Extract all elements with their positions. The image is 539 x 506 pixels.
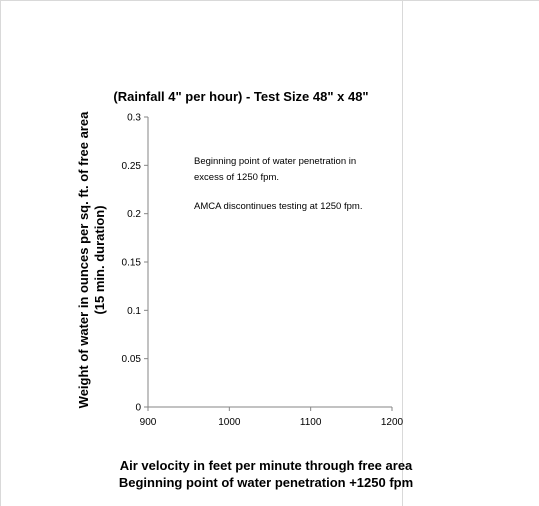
y-tick-label: 0.25 (122, 161, 142, 172)
annotation-line-2: excess of 1250 fpm. (194, 172, 279, 183)
x-tick-label: 900 (140, 417, 157, 428)
x-tick-label: 1200 (381, 417, 404, 428)
annotation: Beginning point of water penetration in … (194, 156, 362, 212)
y-tick-label: 0.1 (127, 306, 141, 317)
x-axis-title-line-2: Beginning point of water penetration +12… (119, 475, 413, 490)
y-tick-label: 0.2 (127, 209, 141, 220)
y-axis-title-line-2: (15 min. duration) (92, 205, 107, 314)
y-tick-label: 0.05 (122, 354, 142, 365)
x-axis-ticks: 900 1000 1100 1200 (140, 407, 404, 428)
y-tick-label: 0 (135, 403, 141, 414)
frame-border-top (0, 0, 539, 1)
annotation-line-3: AMCA discontinues testing at 1250 fpm. (194, 201, 362, 212)
frame-border-right (402, 0, 403, 506)
y-axis-title: Weight of water in ounces per sq. ft. of… (76, 111, 107, 408)
chart-title: (Rainfall 4" per hour) - Test Size 48" x… (113, 89, 368, 104)
y-tick-label: 0.3 (127, 113, 141, 124)
annotation-line-1: Beginning point of water penetration in (194, 156, 356, 167)
x-axis-title-line-1: Air velocity in feet per minute through … (120, 458, 413, 473)
frame-border-left (0, 0, 1, 506)
y-axis-ticks: 0 0.05 0.1 0.15 0.2 0.25 0.3 (122, 113, 148, 414)
y-tick-label: 0.15 (122, 258, 142, 269)
x-tick-label: 1000 (218, 417, 241, 428)
x-tick-label: 1100 (300, 417, 322, 428)
y-axis-title-line-1: Weight of water in ounces per sq. ft. of… (76, 111, 91, 408)
